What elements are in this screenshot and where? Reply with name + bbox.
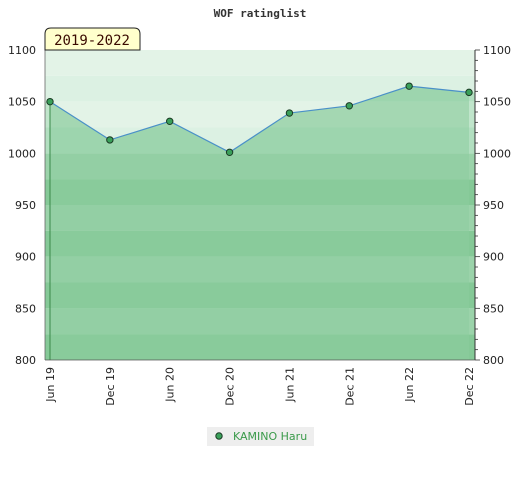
data-point xyxy=(106,136,114,144)
period-badge-frame xyxy=(44,27,141,51)
legend-marker xyxy=(215,432,223,440)
x-tick-label: Jun 21 xyxy=(283,367,296,403)
x-tick-label: Jun 20 xyxy=(164,367,177,403)
data-markers xyxy=(46,82,473,157)
series-line xyxy=(49,85,470,153)
y-tick-label-left: 1000 xyxy=(8,147,36,160)
y-tick-label-left: 800 xyxy=(15,354,36,367)
data-point xyxy=(225,148,234,157)
y-tick-label-left: 900 xyxy=(15,251,36,264)
y-tick-label-right: 1100 xyxy=(483,44,511,57)
y-tick-label-right: 950 xyxy=(483,199,504,212)
y-tick-label-left: 1100 xyxy=(8,44,36,57)
period-badge: 2019-2022 xyxy=(44,27,141,51)
y-tick-label-right: 850 xyxy=(483,302,504,315)
y-tick-label-right: 1050 xyxy=(483,96,511,109)
y-tick-label-right: 900 xyxy=(483,251,504,264)
legend[interactable]: KAMINO Haru xyxy=(207,427,314,446)
rating-area xyxy=(49,85,470,361)
chart-title: WOF ratinglist xyxy=(214,7,307,20)
y-tick-label-left: 850 xyxy=(15,302,36,315)
x-tick-label: Dec 20 xyxy=(224,367,237,406)
y-tick-label-right: 800 xyxy=(483,354,504,367)
data-point xyxy=(285,109,294,117)
data-point xyxy=(46,97,54,106)
y-tick-label-left: 1050 xyxy=(8,96,36,109)
x-tick-label: Dec 22 xyxy=(463,367,476,406)
axes: 800 800 850 850 900 900 950 950 1000 1000 1050 1050… xyxy=(8,44,511,406)
upper-highlight xyxy=(45,50,475,153)
legend-label: KAMINO Haru xyxy=(233,430,307,443)
x-tick-label: Jun 22 xyxy=(403,367,416,403)
period-label: 2019-2022 xyxy=(54,33,130,49)
x-tick-label: Dec 21 xyxy=(343,367,356,406)
x-tick-label: Jun 19 xyxy=(44,367,57,403)
x-tick-label: Dec 19 xyxy=(104,367,117,406)
legend-box xyxy=(207,427,314,446)
y-tick-label-right: 1000 xyxy=(483,147,511,160)
series-area xyxy=(50,86,469,361)
data-point xyxy=(166,117,174,126)
data-point xyxy=(465,88,473,97)
data-point xyxy=(405,82,413,90)
y-tick-label-left: 950 xyxy=(15,199,36,212)
data-point xyxy=(345,102,353,110)
